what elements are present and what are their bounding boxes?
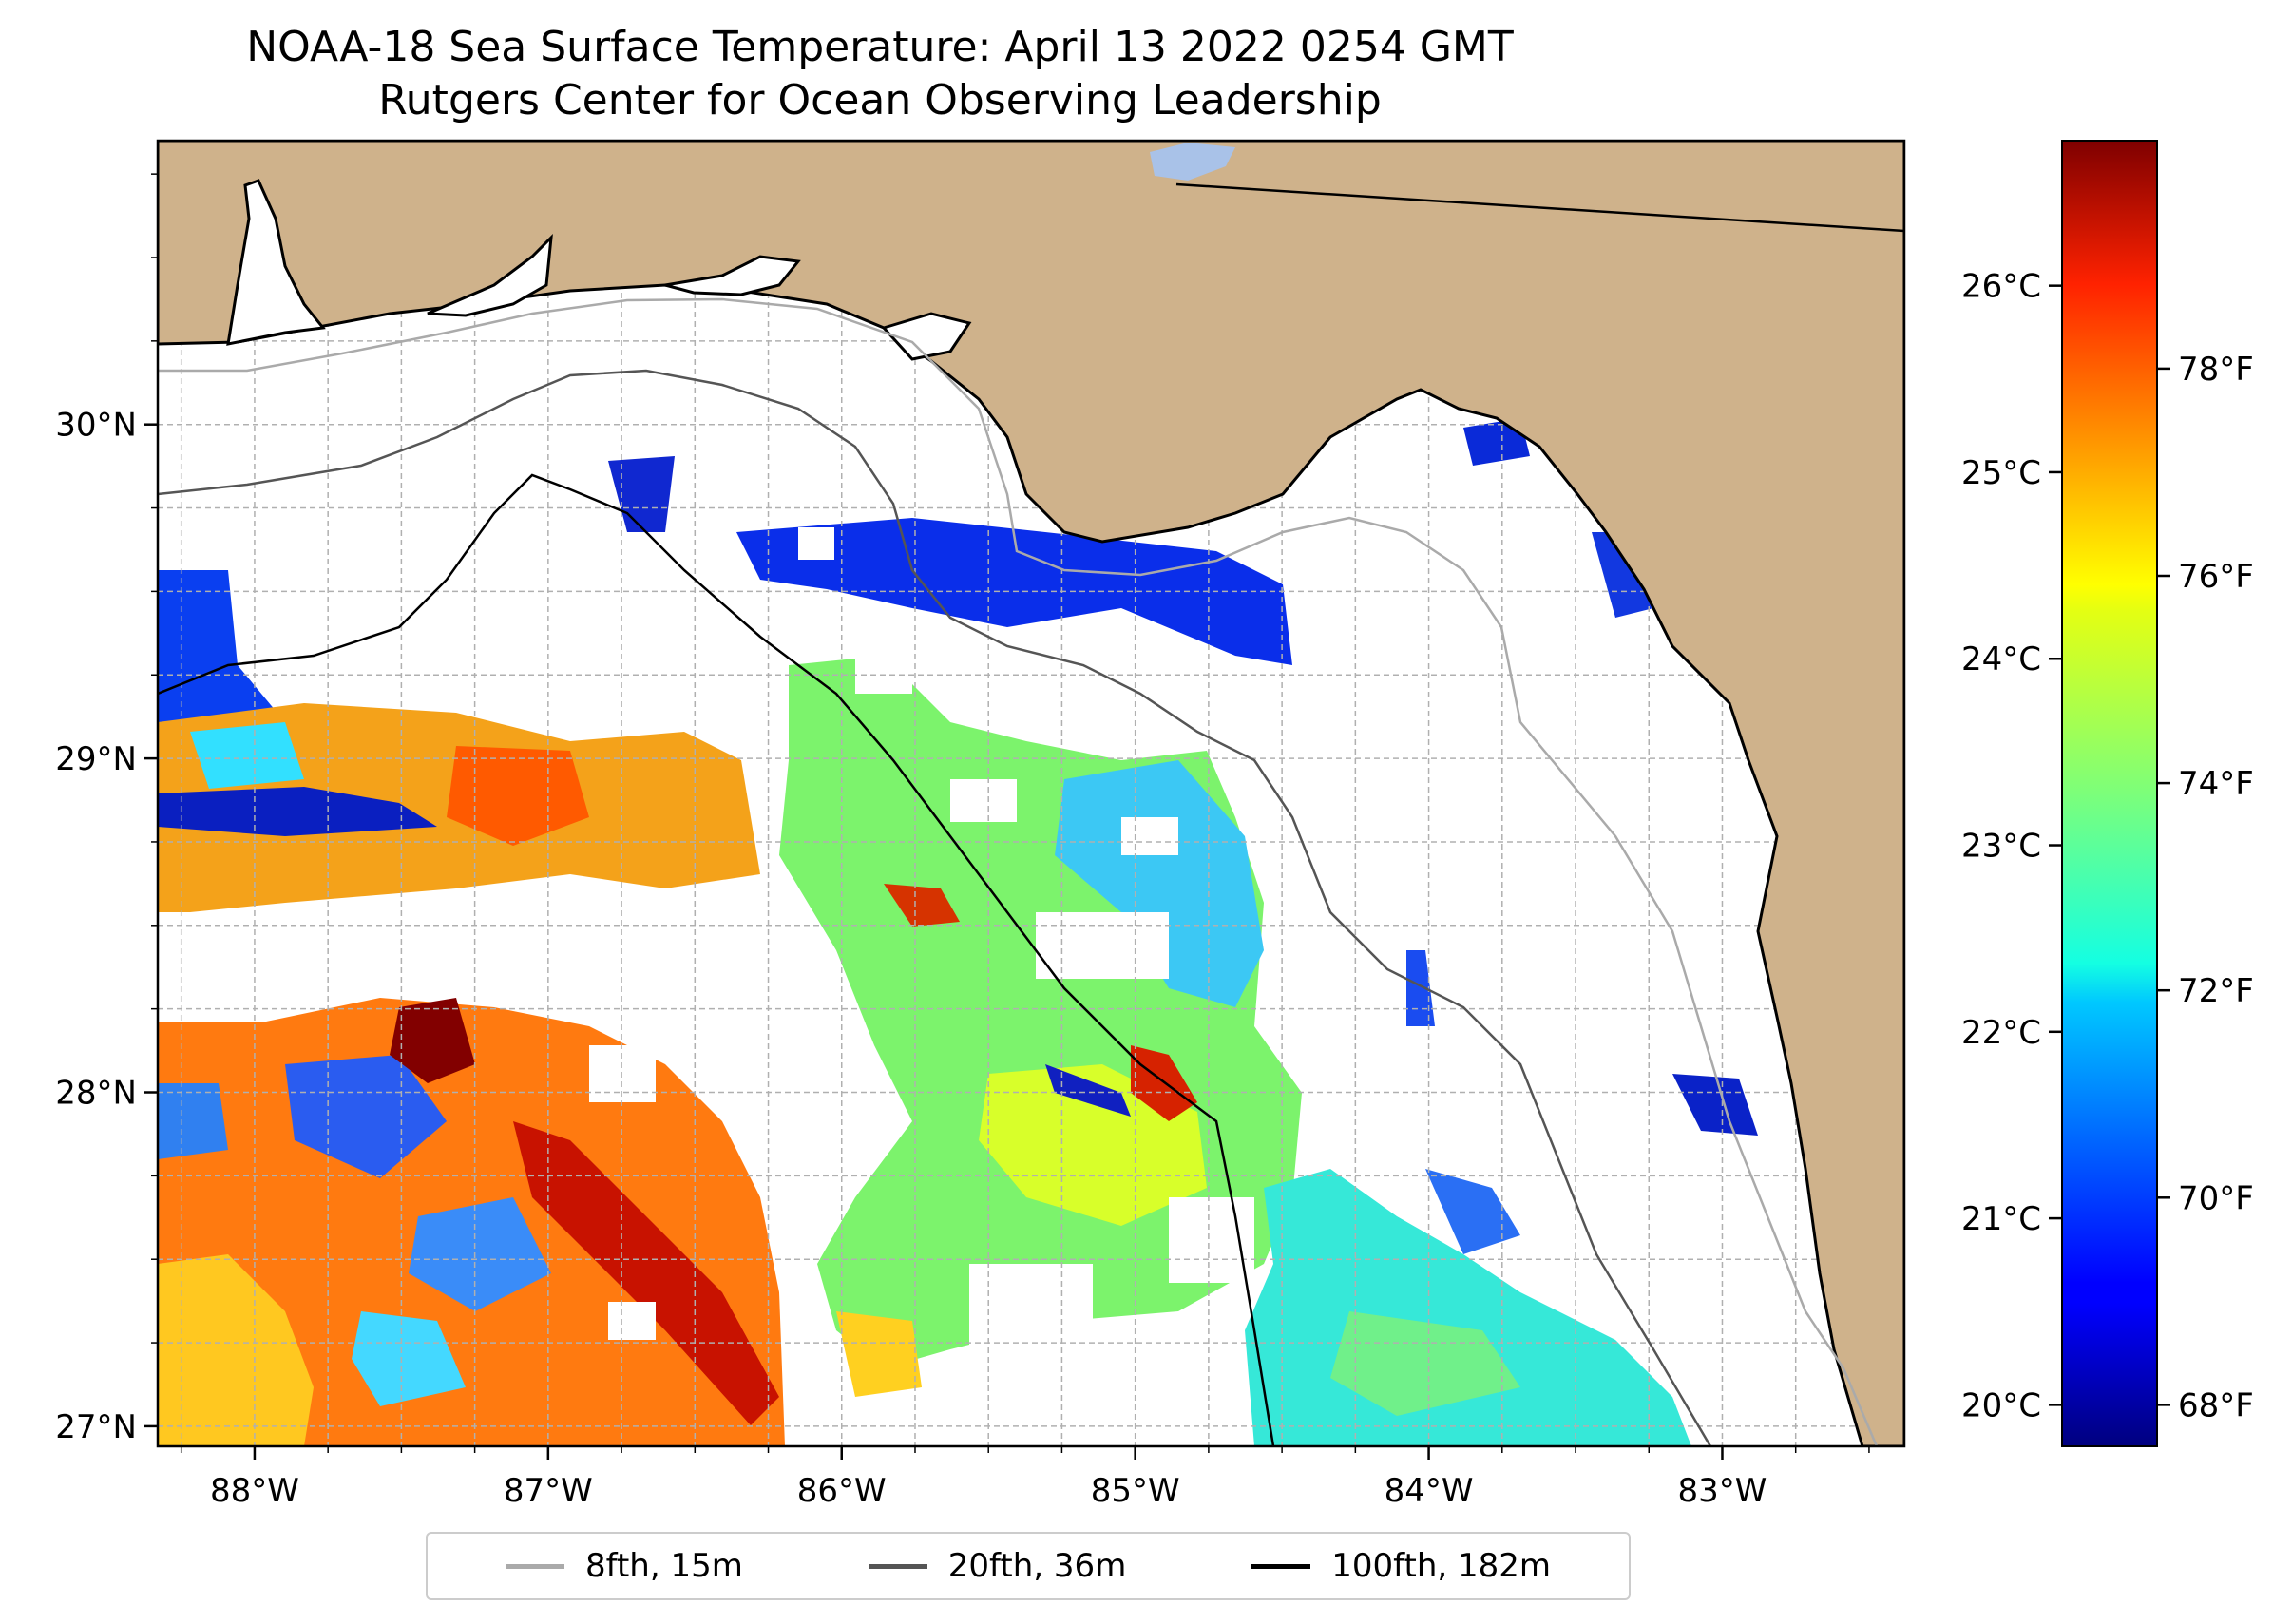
colorbar-celsius-label: 26°C (1961, 268, 2041, 306)
colorbar-fahrenheit-label: 68°F (2178, 1386, 2254, 1424)
x-tick-label: 84°W (1385, 1472, 1474, 1510)
sst-patch-east-2 (1592, 532, 1653, 618)
sst-patch-southwest-yellow (158, 1254, 314, 1446)
colorbar-celsius-label: 23°C (1961, 828, 2041, 866)
colorbar-celsius-label: 24°C (1961, 640, 2041, 678)
sst-patch-southeast-cool (1425, 1169, 1520, 1254)
colorbar-celsius-label: 22°C (1961, 1014, 2041, 1052)
sst-patch-central-hot-2 (884, 884, 960, 927)
legend-item-8fth: 8fth, 15m (505, 1547, 743, 1585)
colorbar-fahrenheit-label: 72°F (2178, 972, 2254, 1010)
isobath-8fth (158, 297, 1879, 1446)
sst-patch-south-yellow (836, 1311, 922, 1397)
x-tick-label: 86°W (797, 1472, 887, 1510)
legend-swatch-8fth (505, 1563, 564, 1569)
y-tick-label: 28°N (55, 1075, 137, 1113)
colorbar-fahrenheit-label: 76°F (2178, 558, 2254, 596)
legend-swatch-20fth (868, 1563, 927, 1569)
map-frame (156, 139, 1906, 1448)
x-tick-label: 85°W (1091, 1472, 1180, 1510)
legend-swatch-100fth (1251, 1563, 1311, 1569)
isobath-100fth (158, 473, 1275, 1446)
bay-st-andrews (664, 255, 801, 296)
bay-apalachicola (881, 312, 972, 361)
state-boundary (1175, 182, 1905, 233)
missing-gap-3 (950, 779, 1017, 822)
colorbar-fahrenheit-label: 70°F (2178, 1179, 2254, 1217)
missing-gap-5 (1036, 912, 1169, 979)
colorbar-celsius-label: 20°C (1961, 1386, 2041, 1424)
colorbar-fahrenheit-label: 78°F (2178, 351, 2254, 389)
sst-patch-southwest-cyan (352, 1311, 466, 1406)
y-tick-label: 27°N (55, 1408, 137, 1446)
x-tick-label: 83°W (1678, 1472, 1767, 1510)
sst-patch-southwest-cool-2 (409, 1197, 551, 1311)
sst-patch-west-band-hot (447, 746, 589, 846)
legend-label-8fth: 8fth, 15m (584, 1547, 743, 1585)
legend-item-20fth: 20fth, 36m (868, 1547, 1127, 1585)
sst-patch-east-3 (1672, 1074, 1758, 1136)
sst-patch-southeast-green (1330, 1311, 1520, 1416)
chart-subtitle: Rutgers Center for Ocean Observing Leade… (378, 76, 1382, 124)
missing-gap-8 (969, 1264, 1093, 1349)
missing-gap-4 (589, 1045, 656, 1102)
sst-patch-nw-cool (158, 570, 285, 722)
legend-label-20fth: 20fth, 36m (947, 1547, 1127, 1585)
colorbar-celsius-label: 25°C (1961, 454, 2041, 492)
colorbar-fahrenheit-label: 74°F (2178, 765, 2254, 803)
y-tick-label: 30°N (55, 407, 137, 445)
lake-seminole (1150, 143, 1235, 181)
sst-patch-central-cyan (1055, 760, 1264, 1007)
chart-title: NOAA-18 Sea Surface Temperature: April 1… (246, 23, 1514, 71)
missing-gap-9 (608, 1302, 656, 1340)
x-axis: 88°W 87°W 86°W 85°W 84°W 83°W (180, 1446, 1870, 1510)
legend-label-100fth: 100fth, 182m (1331, 1547, 1552, 1585)
y-axis: 27°N 28°N 29°N 30°N (55, 173, 158, 1446)
sst-patch-southwest-cool-1 (285, 1055, 447, 1178)
bay-choctawhatchee (427, 233, 553, 317)
missing-gap-7 (1169, 1197, 1254, 1283)
sst-patch-southwest-hot-streak (513, 1121, 779, 1425)
isobath-20fth (158, 369, 1712, 1446)
sst-patch-west-band-cyan (190, 722, 304, 789)
colorbar-fahrenheit-axis: 68°F 70°F 72°F 74°F 76°F 78°F (2157, 351, 2254, 1424)
sst-patch-east-4 (1406, 950, 1435, 1026)
colorbar-celsius-label: 21°C (1961, 1200, 2041, 1238)
sst-patch-southwest-cool-3 (158, 1083, 228, 1159)
x-tick-label: 87°W (504, 1472, 593, 1510)
legend-item-100fth: 100fth, 182m (1251, 1547, 1551, 1585)
missing-gap-1 (798, 527, 834, 560)
sst-patch-west-band-cool (158, 787, 437, 836)
sst-field (158, 418, 1758, 1446)
sst-patch-central-cool-streak (1045, 1064, 1131, 1117)
colorbar (2061, 140, 2158, 1447)
missing-gap-2 (855, 646, 912, 694)
y-tick-label: 29°N (55, 740, 137, 778)
sst-patch-southwest-hot-core (390, 998, 475, 1083)
legend: 8fth, 15m 20fth, 36m 100fth, 182m (426, 1532, 1631, 1600)
x-tick-label: 88°W (210, 1472, 299, 1510)
missing-gap-6 (1121, 817, 1178, 855)
bay-pensacola (226, 179, 326, 346)
colorbar-celsius-axis: 20°C 21°C 22°C 23°C 24°C 25°C 26°C (1961, 268, 2062, 1424)
